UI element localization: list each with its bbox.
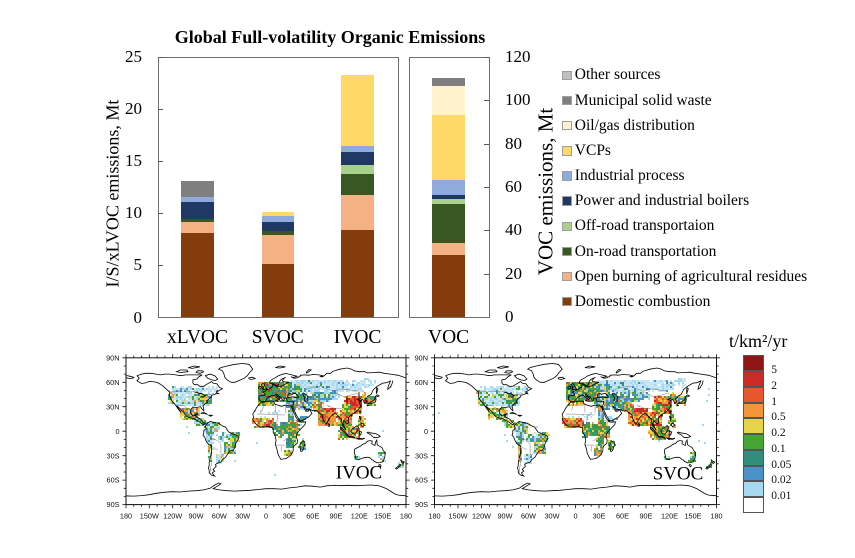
svg-text:90N: 90N: [106, 353, 119, 362]
svg-text:60E: 60E: [616, 511, 629, 520]
svg-text:150W: 150W: [140, 511, 159, 520]
svg-text:60N: 60N: [106, 378, 119, 387]
svg-text:0: 0: [115, 427, 119, 436]
svg-text:0: 0: [424, 427, 428, 436]
svg-text:150E: 150E: [374, 511, 391, 520]
svg-text:30N: 30N: [106, 402, 119, 411]
svg-text:60W: 60W: [212, 511, 227, 520]
svg-text:180: 180: [710, 511, 722, 520]
svg-text:90E: 90E: [330, 511, 343, 520]
svg-text:150E: 150E: [684, 511, 701, 520]
svg-text:30E: 30E: [593, 511, 606, 520]
svg-text:30S: 30S: [415, 451, 428, 460]
svg-text:90E: 90E: [640, 511, 653, 520]
svg-text:120E: 120E: [351, 511, 368, 520]
svg-text:180: 180: [400, 511, 412, 520]
svg-text:60W: 60W: [521, 511, 536, 520]
svg-text:90S: 90S: [107, 500, 120, 509]
svg-text:180: 180: [428, 511, 440, 520]
svg-text:150W: 150W: [448, 511, 467, 520]
svg-text:SVOC: SVOC: [653, 464, 704, 485]
svg-text:IVOC: IVOC: [336, 463, 382, 484]
svg-text:60N: 60N: [415, 378, 428, 387]
svg-text:30W: 30W: [544, 511, 559, 520]
svg-text:180: 180: [120, 511, 132, 520]
svg-text:120W: 120W: [163, 511, 182, 520]
svg-text:60E: 60E: [306, 511, 319, 520]
svg-text:0: 0: [573, 511, 577, 520]
svg-text:0: 0: [264, 511, 268, 520]
svg-text:90W: 90W: [497, 511, 512, 520]
svg-text:120W: 120W: [472, 511, 491, 520]
svg-text:60S: 60S: [415, 476, 428, 485]
svg-text:90W: 90W: [188, 511, 203, 520]
svg-text:30N: 30N: [415, 402, 428, 411]
svg-text:120E: 120E: [661, 511, 678, 520]
svg-text:30W: 30W: [235, 511, 250, 520]
svg-text:90S: 90S: [415, 500, 428, 509]
svg-text:30E: 30E: [283, 511, 296, 520]
svg-text:60S: 60S: [107, 476, 120, 485]
svg-text:30S: 30S: [107, 451, 120, 460]
svg-text:90N: 90N: [415, 353, 428, 362]
